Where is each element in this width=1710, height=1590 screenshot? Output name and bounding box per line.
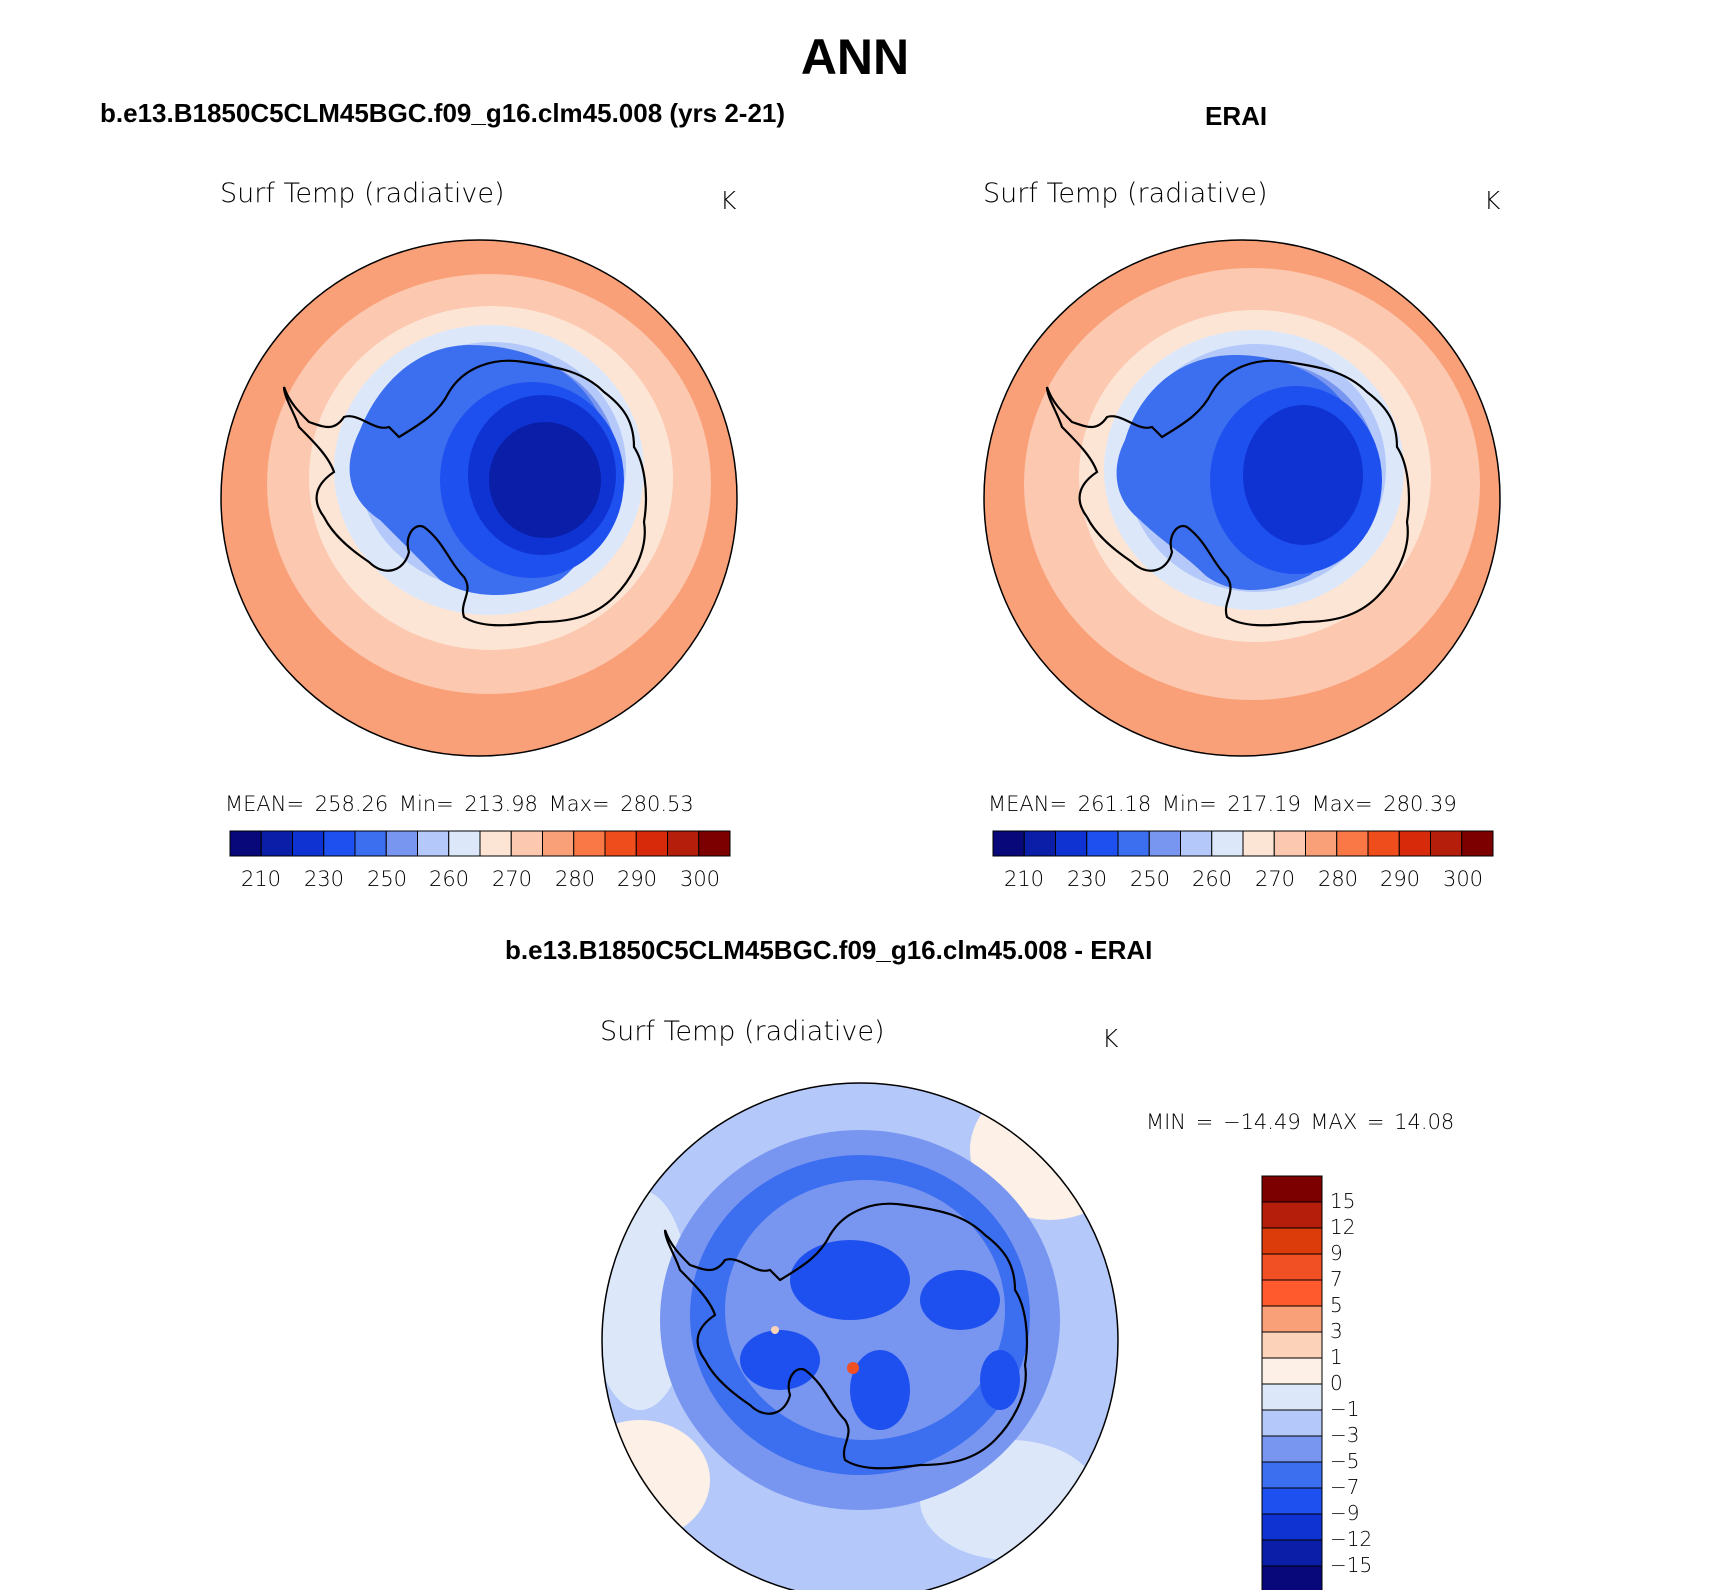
colorbar-label: 250	[366, 867, 408, 891]
colorbar-swatch	[1261, 1227, 1323, 1255]
colorbar-swatch	[992, 830, 1025, 857]
colorbar-label: 5	[1330, 1293, 1343, 1317]
figure-title: ANN	[800, 29, 910, 85]
colorbar-label: 300	[1442, 867, 1484, 891]
colorbar-swatch	[417, 830, 450, 857]
colorbar-swatch	[1336, 830, 1369, 857]
colorbar-swatch	[1261, 1565, 1323, 1590]
colorbar-swatch	[229, 830, 262, 857]
colorbar-label: 3	[1330, 1319, 1343, 1343]
colorbar-label: −9	[1330, 1501, 1360, 1525]
panel-2-variable-title: Surf Temp (radiative)	[983, 178, 1268, 209]
colorbar-label: 15	[1330, 1189, 1356, 1213]
panel-3-header: b.e13.B1850C5CLM45BGC.f09_g16.clm45.008 …	[505, 935, 1153, 965]
colorbar-swatch	[1117, 830, 1150, 857]
colorbar-label: 300	[679, 867, 721, 891]
colorbar-label: 1	[1330, 1345, 1343, 1369]
colorbar-swatch	[1261, 1201, 1323, 1229]
colorbar-swatch	[1367, 830, 1400, 857]
colorbar-swatch	[698, 830, 731, 857]
panel-2-header: ERAI	[1205, 101, 1268, 131]
colorbar-swatch	[1261, 1461, 1323, 1489]
colorbar-swatch	[323, 830, 356, 857]
colorbar-swatch	[260, 830, 293, 857]
colorbar-swatch	[1398, 830, 1431, 857]
colorbar-label: 250	[1129, 867, 1171, 891]
colorbar-swatch	[667, 830, 700, 857]
colorbar-swatch	[1461, 830, 1494, 857]
colorbar-swatch	[1430, 830, 1463, 857]
colorbar-swatch	[1148, 830, 1181, 857]
colorbar-swatch	[1305, 830, 1338, 857]
colorbar-label: 270	[491, 867, 533, 891]
colorbar-swatch	[1261, 1175, 1323, 1203]
colorbar-swatch	[1211, 830, 1244, 857]
colorbar-swatch	[573, 830, 606, 857]
panel-3-polar-map	[601, 1082, 1119, 1590]
colorbar-swatch	[479, 830, 512, 857]
panel-3-colorbar	[1261, 1175, 1323, 1590]
colorbar-label: −5	[1330, 1449, 1360, 1473]
colorbar-label: −3	[1330, 1423, 1360, 1447]
colorbar-swatch	[1261, 1357, 1323, 1385]
colorbar-label: 7	[1330, 1267, 1343, 1291]
colorbar-swatch	[1261, 1279, 1323, 1307]
panel-1-polar-map	[220, 239, 738, 757]
colorbar-label: 230	[1066, 867, 1108, 891]
colorbar-label: 230	[303, 867, 345, 891]
panel-1-colorbar	[229, 830, 731, 857]
colorbar-label: −1	[1330, 1397, 1360, 1421]
panel-3-stats: MIN = −14.49 MAX = 14.08	[1146, 1110, 1455, 1134]
colorbar-label: 260	[428, 867, 470, 891]
colorbar-swatch	[604, 830, 637, 857]
panel-3-variable-title: Surf Temp (radiative)	[600, 1016, 885, 1047]
colorbar-swatch	[1261, 1409, 1323, 1437]
colorbar-label: 12	[1330, 1215, 1356, 1239]
panel-1-variable-title: Surf Temp (radiative)	[220, 178, 505, 209]
colorbar-swatch	[1180, 830, 1213, 857]
colorbar-label: 260	[1191, 867, 1233, 891]
colorbar-label: 9	[1330, 1241, 1343, 1265]
colorbar-swatch	[354, 830, 387, 857]
colorbar-swatch	[1261, 1331, 1323, 1359]
panel-2-colorbar	[992, 830, 1494, 857]
colorbar-label: −7	[1330, 1475, 1360, 1499]
colorbar-label: 210	[240, 867, 282, 891]
colorbar-swatch	[292, 830, 325, 857]
colorbar-swatch	[1261, 1305, 1323, 1333]
colorbar-label: −12	[1330, 1527, 1373, 1551]
colorbar-label: 270	[1254, 867, 1296, 891]
panel-3-units: K	[1102, 1024, 1119, 1053]
colorbar-swatch	[1242, 830, 1275, 857]
panel-2-polar-map	[983, 239, 1501, 757]
colorbar-swatch	[1261, 1383, 1323, 1411]
colorbar-swatch	[1261, 1435, 1323, 1463]
colorbar-swatch	[1273, 830, 1306, 857]
panel-2-stats: MEAN= 261.18 Min= 217.19 Max= 280.39	[988, 792, 1457, 816]
colorbar-swatch	[1261, 1253, 1323, 1281]
colorbar-swatch	[1055, 830, 1088, 857]
colorbar-label: −15	[1330, 1553, 1373, 1577]
colorbar-swatch	[1261, 1487, 1323, 1515]
colorbar-swatch	[385, 830, 418, 857]
colorbar-swatch	[448, 830, 481, 857]
colorbar-swatch	[1023, 830, 1056, 857]
colorbar-label: 0	[1330, 1371, 1343, 1395]
colorbar-swatch	[1261, 1539, 1323, 1567]
colorbar-label: 280	[554, 867, 596, 891]
panel-2-units: K	[1484, 186, 1501, 215]
colorbar-label: 290	[1379, 867, 1421, 891]
panel-1-header: b.e13.B1850C5CLM45BGC.f09_g16.clm45.008 …	[100, 98, 786, 128]
colorbar-swatch	[635, 830, 668, 857]
colorbar-swatch	[542, 830, 575, 857]
colorbar-swatch	[510, 830, 543, 857]
colorbar-label: 210	[1003, 867, 1045, 891]
panel-1-units: K	[720, 186, 737, 215]
colorbar-swatch	[1261, 1513, 1323, 1541]
colorbar-swatch	[1086, 830, 1119, 857]
colorbar-label: 280	[1317, 867, 1359, 891]
colorbar-label: 290	[616, 867, 658, 891]
panel-1-stats: MEAN= 258.26 Min= 213.98 Max= 280.53	[225, 792, 694, 816]
